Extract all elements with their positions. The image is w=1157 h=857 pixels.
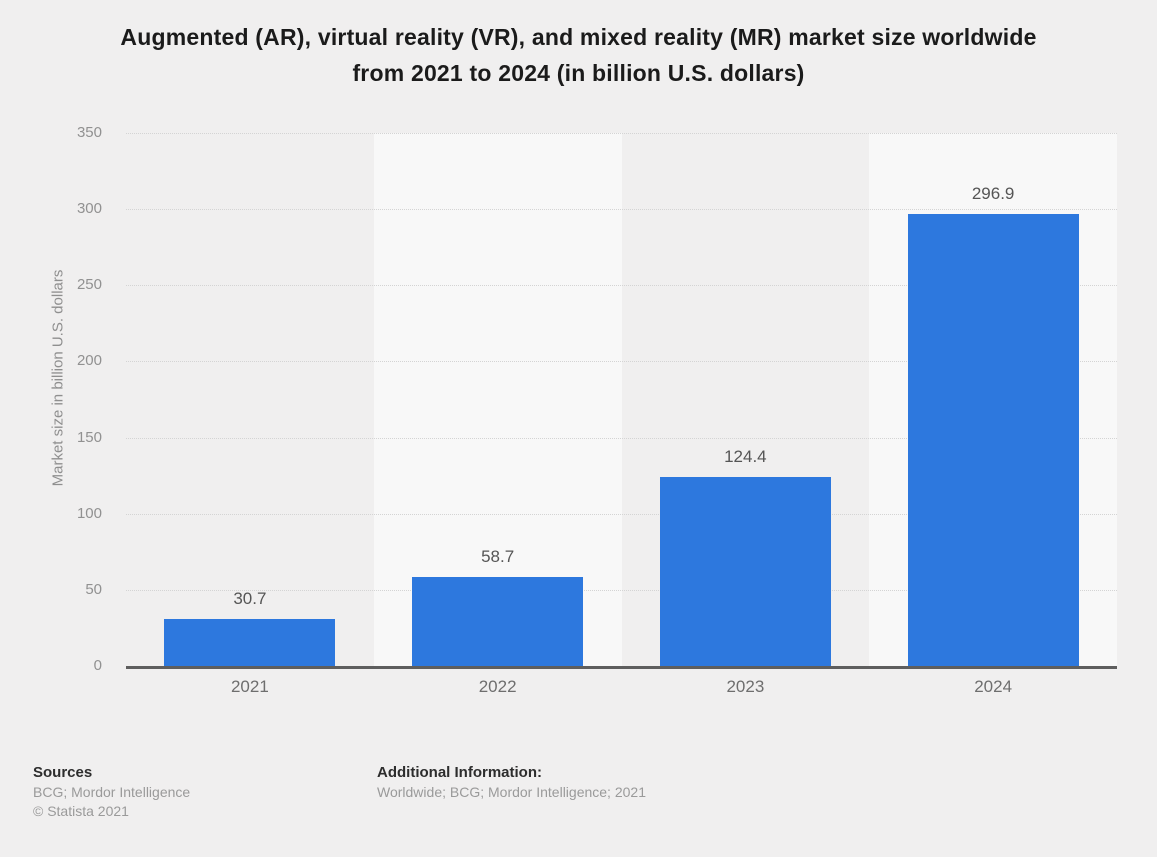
bar-2022[interactable] bbox=[412, 576, 584, 666]
bar-2024[interactable] bbox=[907, 213, 1079, 666]
plot-area: 30.7 58.7 124.4 296.9 bbox=[126, 133, 1117, 669]
gridline bbox=[126, 513, 1117, 515]
bar-value-label: 296.9 bbox=[971, 183, 1015, 203]
chart-title: Augmented (AR), virtual reality (VR), an… bbox=[0, 19, 1157, 91]
bar-value-label: 124.4 bbox=[724, 446, 767, 466]
bar-value-label: 30.7 bbox=[233, 589, 267, 609]
additional-info-line: Worldwide; BCG; Mordor Intelligence; 202… bbox=[377, 784, 646, 800]
additional-info-heading: Additional Information: bbox=[377, 764, 542, 781]
statista-copyright: © Statista 2021 bbox=[33, 802, 129, 819]
y-tick-label: 0 bbox=[93, 657, 102, 674]
x-tick-label: 2022 bbox=[478, 677, 517, 696]
gridline bbox=[126, 361, 1117, 363]
chart-title-line-2: from 2021 to 2024 (in billion U.S. dolla… bbox=[352, 60, 805, 86]
y-tick-label: 200 bbox=[76, 352, 102, 370]
sources-heading: Sources bbox=[33, 764, 93, 781]
y-tick-label: 300 bbox=[76, 200, 102, 218]
chart-title-line-1: Augmented (AR), virtual reality (VR), an… bbox=[120, 24, 1037, 50]
x-tick-label: 2024 bbox=[974, 677, 1013, 696]
gridline bbox=[126, 589, 1117, 591]
sources-line: BCG; Mordor Intelligence bbox=[33, 784, 191, 800]
additional-info-block: Additional Information: Worldwide; BCG; … bbox=[377, 763, 646, 802]
x-tick-label: 2021 bbox=[230, 677, 269, 696]
y-tick-label: 350 bbox=[76, 124, 102, 141]
x-tick-label: 2023 bbox=[726, 677, 765, 696]
gridline bbox=[126, 285, 1117, 287]
gridline bbox=[126, 437, 1117, 439]
y-tick-label: 50 bbox=[85, 580, 102, 598]
category-band bbox=[126, 133, 374, 666]
x-axis-labels: 2021 2022 2023 2024 bbox=[126, 677, 1117, 701]
y-tick-label: 150 bbox=[76, 428, 102, 446]
gridline bbox=[126, 209, 1117, 211]
bar-value-label: 58.7 bbox=[481, 546, 515, 566]
y-tick-label: 100 bbox=[76, 504, 102, 522]
y-axis-tick-labels: 0 50 100 150 200 250 300 350 bbox=[26, 124, 102, 674]
bar-2023[interactable] bbox=[659, 476, 831, 666]
gridline bbox=[126, 133, 1117, 134]
bar-2021[interactable] bbox=[164, 619, 336, 666]
y-tick-label: 250 bbox=[76, 276, 102, 294]
sources-block: Sources BCG; Mordor Intelligence © Stati… bbox=[33, 763, 190, 820]
